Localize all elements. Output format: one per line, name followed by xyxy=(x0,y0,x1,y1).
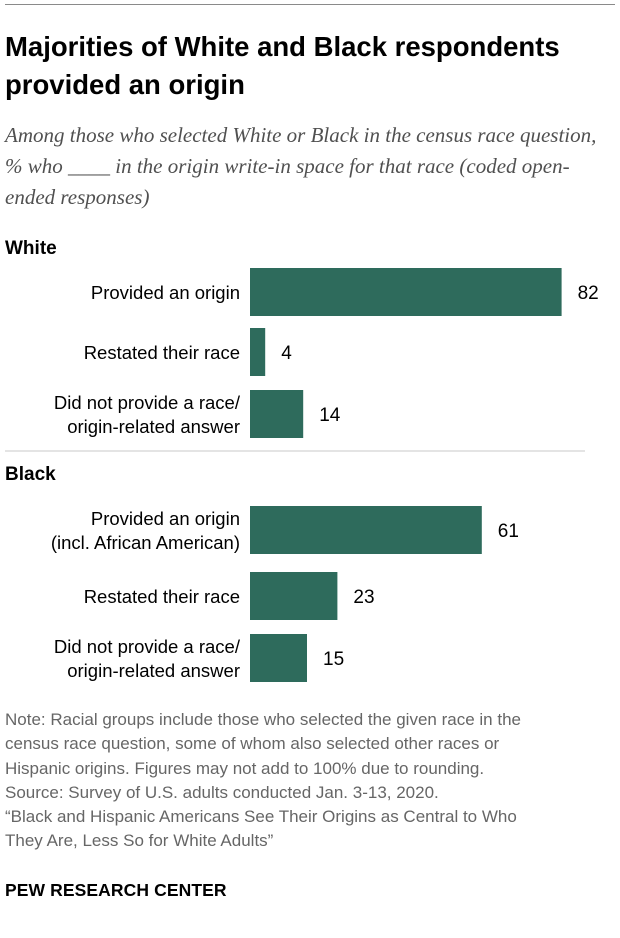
chart-title: Majorities of White and Black respondent… xyxy=(5,31,560,100)
bar-black-0 xyxy=(250,506,482,554)
data-label: 14 xyxy=(319,405,341,426)
group-header-black: Black xyxy=(5,464,56,485)
bar-chart: White 82 Provided an origin 4 Restated their… xyxy=(0,230,620,690)
data-label: 61 xyxy=(498,521,519,542)
category-label: Did not provide a race/ xyxy=(54,636,241,657)
bar-chart-svg: White 82 Provided an origin 4 Restated their… xyxy=(5,238,599,682)
category-label: origin-related answer xyxy=(67,660,240,681)
bar-white-0 xyxy=(250,268,562,316)
data-label: 23 xyxy=(353,587,374,608)
category-label: origin-related answer xyxy=(67,416,240,437)
bar-black-2 xyxy=(250,634,307,682)
data-label: 15 xyxy=(323,649,344,670)
data-label: 82 xyxy=(578,283,599,304)
category-label: Restated their race xyxy=(84,342,240,363)
report-title-line: They Are, Less So for White Adults” xyxy=(5,831,274,851)
chart-note: Note: Racial groups include those who se… xyxy=(5,708,615,854)
category-label: (incl. African American) xyxy=(51,532,240,553)
bar-black-1 xyxy=(250,572,338,620)
source-line: Source: Survey of U.S. adults conducted … xyxy=(5,782,439,802)
bar-white-2 xyxy=(250,390,304,438)
note-line: census race question, some of whom also … xyxy=(5,734,500,754)
bar-white-1 xyxy=(250,328,266,376)
note-line: Note: Racial groups include those who se… xyxy=(5,710,521,729)
category-label: Provided an origin xyxy=(91,282,240,303)
note-line: Hispanic origins. Figures may not add to… xyxy=(5,758,485,778)
report-title-line: “Black and Hispanic Americans See Their … xyxy=(5,807,517,827)
category-label: Restated their race xyxy=(84,586,240,607)
category-label: Did not provide a race/ xyxy=(54,392,241,413)
pew-research-center-logo-text: PEW RESEARCH CENTER xyxy=(5,880,227,900)
data-label: 4 xyxy=(281,343,292,364)
top-rule xyxy=(5,4,615,5)
group-header-white: White xyxy=(5,238,57,259)
chart-subtitle: Among those who selected White or Black … xyxy=(5,123,597,209)
category-label: Provided an origin xyxy=(91,508,240,529)
